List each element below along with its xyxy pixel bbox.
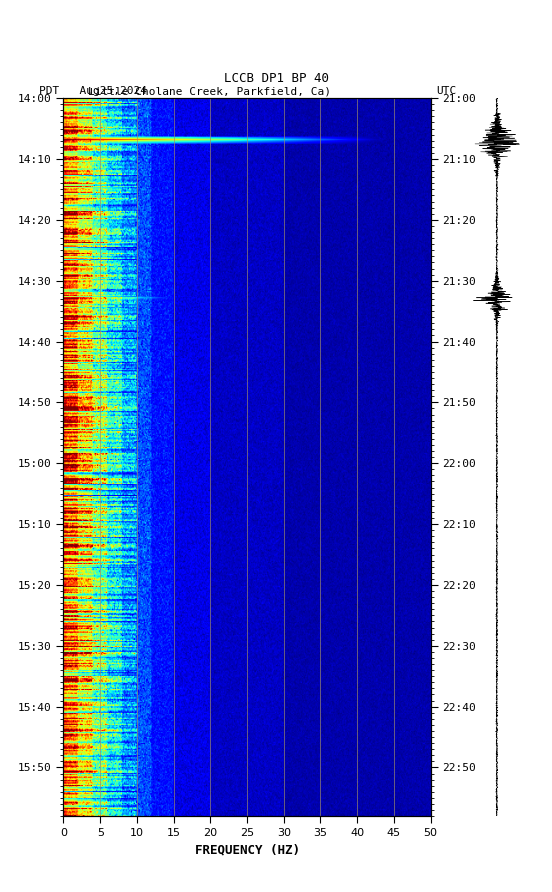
Text: LCCB DP1 BP 40: LCCB DP1 BP 40	[224, 71, 328, 85]
Text: UTC: UTC	[436, 87, 457, 96]
X-axis label: FREQUENCY (HZ): FREQUENCY (HZ)	[194, 844, 300, 856]
Text: USGS: USGS	[23, 18, 55, 28]
Polygon shape	[9, 12, 26, 35]
Text: PDT   Aug25,2024: PDT Aug25,2024	[39, 87, 147, 96]
Text: Little Cholane Creek, Parkfield, Ca): Little Cholane Creek, Parkfield, Ca)	[88, 87, 331, 96]
